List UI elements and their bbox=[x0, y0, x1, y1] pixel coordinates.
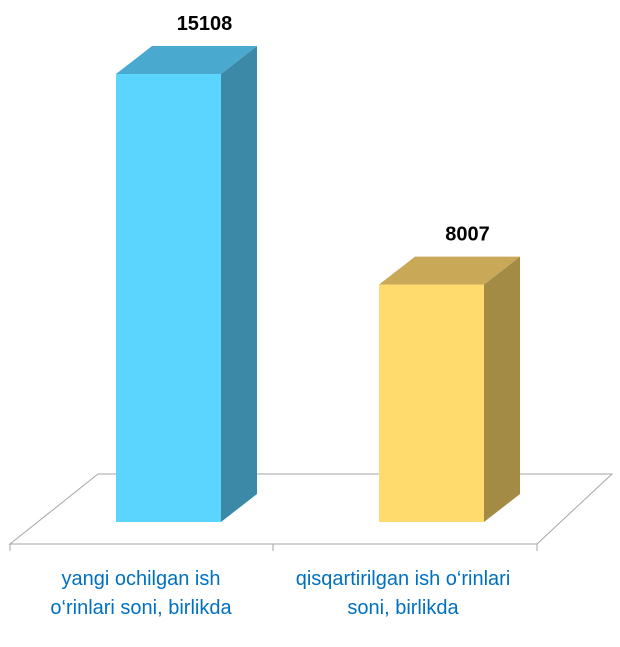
x-tick-label: yangi ochilgan ish o‘rinlari soni, birli… bbox=[50, 568, 232, 619]
bar-top bbox=[379, 256, 520, 285]
bar bbox=[116, 74, 221, 522]
floor bbox=[8, 473, 614, 545]
bar-side bbox=[221, 46, 257, 522]
value-label: 8007 bbox=[445, 224, 490, 246]
value-label: 15108 bbox=[177, 13, 233, 35]
x-tick-label: qisqartirilgan ish o‘rinlari soni, birli… bbox=[295, 568, 511, 619]
bar bbox=[379, 284, 484, 522]
bar-top bbox=[116, 46, 257, 74]
bar-side bbox=[484, 256, 520, 522]
